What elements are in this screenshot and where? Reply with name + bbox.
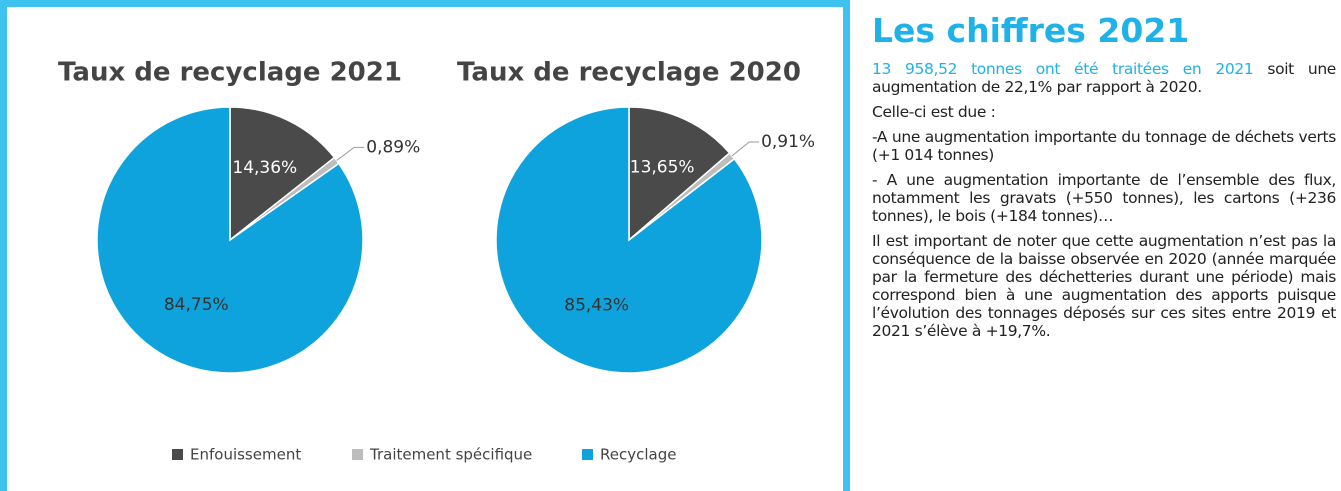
legend-label: Enfouissement — [190, 446, 301, 464]
paragraph: Il est important de noter que cette augm… — [872, 232, 1336, 340]
chart-title: Taux de recyclage 2020 — [457, 58, 801, 88]
data-label: 14,36% — [232, 158, 297, 178]
data-label: 0,91% — [761, 132, 815, 152]
lead-highlight: 13 958,52 tonnes ont été traitées en 202… — [872, 60, 1254, 78]
legend-swatch — [172, 449, 183, 460]
data-label: 84,75% — [164, 295, 229, 315]
aside-title: Les chiffres 2021 — [872, 11, 1190, 50]
data-label: 13,65% — [630, 157, 695, 177]
paragraph: Celle-ci est due : — [872, 103, 996, 121]
legend-swatch — [582, 449, 593, 460]
aside: Les chiffres 2021 13 958,52 tonnes ont é… — [872, 12, 1336, 347]
chart-title: Taux de recyclage 2021 — [58, 58, 402, 88]
data-label: 85,43% — [564, 296, 629, 316]
legend-label: Recyclage — [600, 446, 676, 464]
paragraph: -A une augmentation importante du tonnag… — [872, 128, 1336, 164]
leader-line — [731, 141, 760, 157]
data-label: 0,89% — [366, 137, 420, 157]
charts: Taux de recyclage 2021 14,36% 0,89% 84,75% T… — [58, 58, 815, 464]
pie-slice — [495, 106, 763, 374]
leader-line — [336, 146, 365, 161]
pie-slice — [229, 106, 336, 242]
paragraph: - A une augmentation importante de l’ens… — [872, 171, 1336, 225]
lead: 13 958,52 tonnes ont été traitées en 202… — [872, 60, 1336, 96]
pie-slice — [96, 106, 364, 374]
lead-rest: soit une augmentation de 22,1% par rappo… — [872, 60, 1336, 96]
pie-slice — [628, 106, 731, 242]
legend-label: Traitement spécifique — [369, 446, 532, 464]
legend-swatch — [352, 449, 363, 460]
